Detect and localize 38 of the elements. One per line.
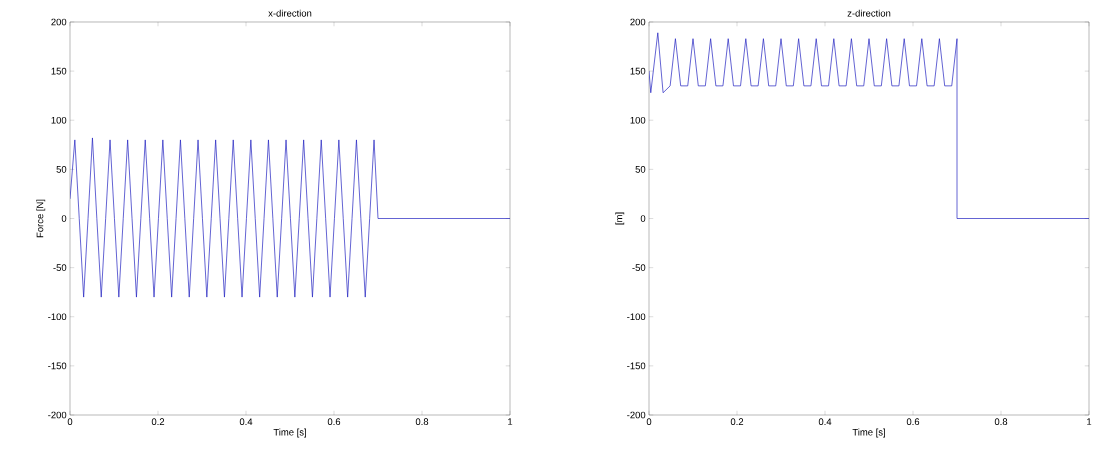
line-series <box>649 32 1090 219</box>
x-tick-label: 0.2 <box>151 418 165 426</box>
y-tick-label: -100 <box>627 313 646 321</box>
y-tick-label: 0 <box>61 215 67 222</box>
line-series <box>70 137 510 298</box>
y-tick-label: -50 <box>53 264 67 271</box>
y-tick-label: 100 <box>630 116 646 124</box>
y-tick-label: -200 <box>627 411 646 419</box>
y-tick-label: -50 <box>632 264 646 271</box>
x-tick-label: 1 <box>1087 418 1092 425</box>
x-axis-title: Time [s] <box>852 428 885 438</box>
x-tick-label: 0.4 <box>818 418 832 426</box>
y-tick-label: -150 <box>48 362 67 370</box>
y-tick-label: 200 <box>630 18 646 26</box>
x-axis-title: Time [s] <box>273 428 306 438</box>
x-tick-label: 0.8 <box>415 418 429 426</box>
x-tick-label: 0.2 <box>730 418 744 426</box>
y-tick-label: -200 <box>48 411 67 419</box>
y-axis-title: Force [N] <box>36 199 46 238</box>
x-tick-label: 0.6 <box>327 418 341 426</box>
x-tick-label: 0.6 <box>906 418 920 426</box>
y-tick-label: -150 <box>627 362 646 370</box>
chart-title: z-direction <box>847 9 891 17</box>
y-tick-label: 200 <box>51 18 67 26</box>
x-tick-label: 0 <box>67 418 73 426</box>
y-tick-label: 50 <box>635 166 646 173</box>
y-tick-label: 150 <box>630 67 646 75</box>
x-tick-label: 1 <box>508 418 513 425</box>
x-tick-label: 0.4 <box>239 418 253 426</box>
y-tick-label: 0 <box>640 215 646 222</box>
y-tick-label: 150 <box>51 67 67 75</box>
x-tick-label: 0.8 <box>994 418 1008 426</box>
y-axis-title: [m] <box>615 212 625 225</box>
y-tick-label: -100 <box>48 313 67 321</box>
chart-title: x-direction <box>268 9 312 17</box>
y-tick-label: 100 <box>51 116 67 124</box>
x-tick-label: 0 <box>646 418 652 426</box>
y-tick-label: 50 <box>56 166 67 173</box>
